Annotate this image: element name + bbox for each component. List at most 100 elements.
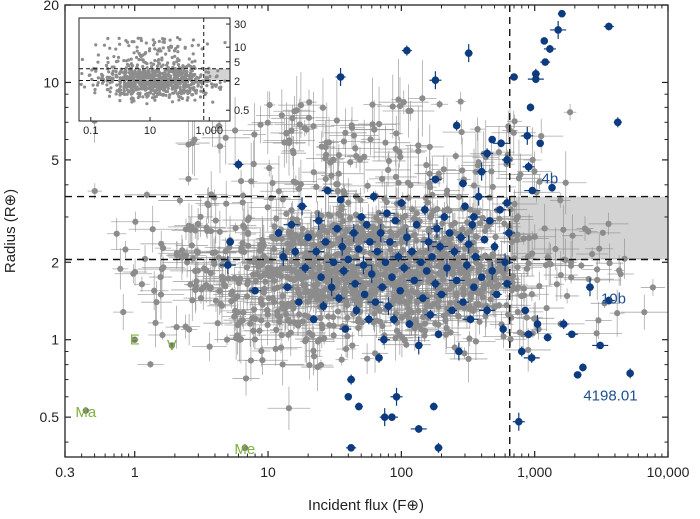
background-point	[494, 332, 527, 347]
inset-point	[150, 96, 155, 100]
background-point	[465, 278, 497, 307]
inset-point	[175, 86, 179, 90]
y-tick-label: 0.5	[40, 409, 60, 425]
inset-point	[161, 92, 165, 96]
inset-point	[107, 70, 111, 74]
background-point	[360, 125, 411, 160]
background-point	[387, 74, 398, 139]
inset-point	[174, 47, 178, 51]
background-point	[376, 77, 424, 136]
background-point	[273, 96, 316, 127]
x-tick-label: 1	[131, 464, 139, 480]
background-point	[281, 135, 305, 166]
background-point	[196, 289, 236, 312]
inset-point	[172, 73, 176, 77]
inset-point	[133, 85, 137, 90]
inset-point	[148, 76, 152, 80]
inset-point	[214, 75, 218, 79]
inset-point	[183, 46, 187, 50]
inset-point	[117, 89, 122, 93]
inset-point	[130, 100, 134, 104]
inset-point	[143, 60, 148, 65]
inset-point	[171, 69, 175, 73]
background-point	[502, 212, 534, 221]
y-tick-label: 1	[51, 332, 59, 348]
background-point	[473, 301, 525, 310]
background-point	[158, 195, 202, 206]
inset-point	[133, 82, 137, 86]
inset-point	[146, 82, 151, 87]
inset-point	[112, 54, 116, 59]
background-point	[378, 90, 429, 115]
inset-point	[155, 91, 160, 95]
background-point	[180, 313, 198, 346]
inset-point	[106, 56, 110, 60]
inset-point	[136, 36, 140, 40]
inset-point	[191, 52, 195, 56]
highlighted-point	[428, 253, 436, 261]
background-point	[263, 131, 315, 149]
inset-point	[96, 80, 100, 85]
background-point	[206, 237, 246, 266]
inset-point	[80, 57, 85, 62]
background-point	[193, 207, 204, 240]
background-point	[449, 335, 488, 383]
inset-point	[127, 89, 132, 93]
inset-point	[164, 76, 168, 81]
background-point	[419, 206, 444, 224]
background-point	[462, 331, 477, 347]
background-point	[261, 343, 304, 386]
inset-point	[106, 60, 110, 65]
y-tick-label: 2	[51, 254, 59, 270]
background-point	[137, 360, 164, 368]
inset-point	[163, 37, 167, 41]
inset-point	[161, 63, 165, 67]
inset-point	[151, 71, 156, 76]
annotation-label: Ma	[75, 404, 96, 421]
inset-point	[145, 66, 149, 70]
background-point	[363, 77, 382, 132]
background-point	[607, 262, 634, 286]
inset-point	[151, 88, 155, 92]
inset-point	[208, 74, 212, 78]
background-point	[110, 240, 141, 259]
background-point	[305, 326, 322, 376]
inset-point	[104, 63, 109, 68]
background-point	[523, 127, 542, 193]
background-point	[410, 302, 420, 338]
inset-point	[168, 93, 172, 97]
background-point	[507, 114, 523, 129]
inset-point	[112, 65, 116, 69]
inset-point	[124, 66, 128, 70]
inset-plot: 0.1 10 1,000 0.5 2 5 10 30	[78, 17, 249, 137]
background-point	[217, 284, 258, 309]
background-point	[417, 317, 433, 330]
inset-point	[157, 39, 161, 43]
inset-point	[193, 59, 197, 63]
background-point	[192, 332, 227, 362]
background-point	[588, 212, 629, 236]
inset-point	[125, 85, 130, 89]
inset-point	[144, 51, 148, 55]
background-point	[141, 281, 173, 324]
background-point	[251, 175, 294, 191]
background-point	[442, 329, 459, 336]
inset-point	[90, 77, 94, 82]
inset-point	[153, 47, 157, 51]
inset-point	[99, 72, 104, 76]
inset-point	[153, 98, 157, 102]
background-point	[445, 347, 484, 360]
background-point	[513, 224, 557, 250]
background-point	[277, 210, 295, 218]
inset-point	[199, 85, 203, 89]
background-point	[192, 264, 214, 310]
background-point	[317, 297, 359, 326]
background-point	[378, 132, 413, 166]
background-point	[191, 272, 229, 305]
inset-point	[219, 85, 223, 89]
inset-point	[134, 55, 139, 60]
inset-point	[173, 80, 177, 85]
background-point	[262, 117, 307, 168]
inset-point	[164, 52, 168, 56]
